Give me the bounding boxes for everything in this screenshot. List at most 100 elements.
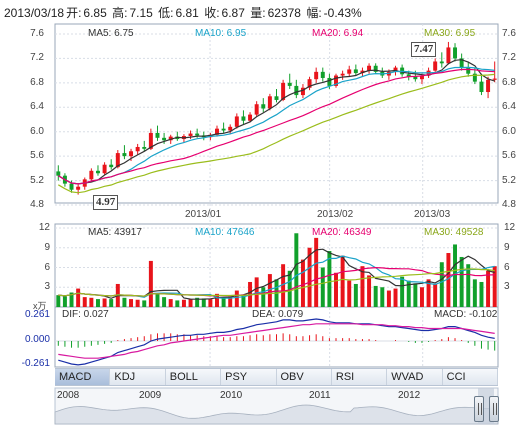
quote-open: 6.85 <box>83 6 107 20</box>
navigator-left-handle[interactable] <box>474 396 484 422</box>
volume-bar <box>419 287 424 307</box>
candle-body <box>453 47 458 59</box>
tab-obv[interactable]: OBV <box>277 369 332 385</box>
candle-body <box>367 65 372 71</box>
volume-ytick-left: 3 <box>44 281 50 293</box>
price-ytick-left: 5.6 <box>30 150 44 162</box>
volume-bar <box>327 251 332 307</box>
volume-bar <box>56 295 61 307</box>
price-ytick-right: 6.4 <box>502 101 516 113</box>
candle-body <box>281 82 286 100</box>
volume-bar <box>195 297 200 307</box>
candle-body <box>459 58 464 68</box>
candle-body <box>129 151 134 157</box>
candle-body <box>69 183 74 190</box>
candle-body <box>89 170 94 180</box>
macd-dif-line <box>58 318 495 366</box>
volume-bar <box>413 283 418 307</box>
volume-bar <box>281 264 286 307</box>
price-ytick-right: 6.8 <box>502 76 516 88</box>
candle-body <box>492 78 497 80</box>
navigator-area[interactable] <box>54 387 499 425</box>
volume-bar <box>386 290 391 307</box>
candle-body <box>353 69 358 74</box>
candle-body <box>267 96 272 109</box>
candle-body <box>162 137 167 141</box>
volume-bar <box>380 287 385 307</box>
price-ytick-left: 6.0 <box>30 125 44 137</box>
candle-body <box>228 126 233 131</box>
candle-body <box>479 81 484 93</box>
candle-body <box>56 171 61 176</box>
high-price-callout: 7.47 <box>411 42 437 57</box>
volume-bar <box>393 288 398 307</box>
volume-bar <box>155 293 160 307</box>
volume-ytick-left: 9 <box>44 241 50 253</box>
candle-body <box>294 85 299 96</box>
volume-bar <box>148 260 153 307</box>
volume-bar <box>307 247 312 307</box>
volume-bar <box>400 276 405 307</box>
tab-macd[interactable]: MACD <box>55 369 111 385</box>
volume-bar <box>201 298 206 307</box>
volume-bar <box>215 293 219 307</box>
candle-body <box>254 104 259 115</box>
candle-body <box>261 104 266 109</box>
vol-ma5-label: MA5: 43917 <box>88 227 142 238</box>
volume-bar <box>89 297 94 307</box>
candle-body <box>274 96 279 100</box>
volume-bar <box>181 299 186 307</box>
volume-bar <box>95 299 100 307</box>
candle-body <box>168 136 173 141</box>
volume-bar <box>241 295 246 307</box>
tab-psy[interactable]: PSY <box>221 369 277 385</box>
volume-bar <box>102 298 107 307</box>
candle-body <box>148 132 153 149</box>
candle-body <box>155 132 160 138</box>
macd-dea-line <box>58 323 495 359</box>
volume-bar <box>135 299 140 307</box>
candle-body <box>300 87 305 96</box>
candle-body <box>241 116 246 121</box>
candle-body <box>234 116 239 127</box>
volume-bar <box>287 270 292 307</box>
macd-histogram <box>57 333 496 351</box>
quote-volume: 62378 <box>267 6 301 20</box>
tab-wvad[interactable]: WVAD <box>387 369 443 385</box>
candle-body <box>419 75 424 80</box>
candle-body <box>76 186 81 190</box>
volume-bar <box>221 297 226 307</box>
volume-bar <box>439 262 444 307</box>
volume-bar <box>267 274 272 307</box>
quote-date: 2013/03/18 <box>4 6 65 20</box>
volume-bar <box>62 296 67 307</box>
tab-rsi[interactable]: RSI <box>332 369 388 385</box>
volume-bar <box>320 267 325 307</box>
candle-body <box>373 65 378 72</box>
macd-ytick-top: 0.261 <box>24 309 50 320</box>
candle-body <box>122 153 127 157</box>
candle-body <box>439 61 444 64</box>
tab-boll[interactable]: BOLL <box>166 369 222 385</box>
nav-year-2011: 2011 <box>309 390 331 401</box>
volume-bar <box>353 283 358 307</box>
indicator-tabs: MACD KDJ BOLL PSY OBV RSI WVAD CCI <box>55 368 498 386</box>
volume-bar <box>479 281 484 307</box>
volume-ma30-line <box>58 268 495 297</box>
volume-bar <box>433 283 438 307</box>
low-price-callout: 4.97 <box>93 195 119 210</box>
candle-body <box>95 170 100 174</box>
price-ytick-right: 5.6 <box>502 150 516 162</box>
candle-body <box>320 71 325 78</box>
macd-dif-label: DIF: 0.027 <box>62 309 109 320</box>
candle-body <box>486 79 491 93</box>
volume-bar <box>228 296 233 307</box>
price-ma-lines <box>57 59 495 194</box>
tab-cci[interactable]: CCI <box>443 369 498 385</box>
tab-kdj[interactable]: KDJ <box>110 369 166 385</box>
navigator-right-handle[interactable] <box>489 396 499 422</box>
macd-dea-label: DEA: 0.079 <box>252 309 304 320</box>
price-ytick-left: 4.8 <box>30 199 44 210</box>
quote-high: 7.15 <box>129 6 153 20</box>
